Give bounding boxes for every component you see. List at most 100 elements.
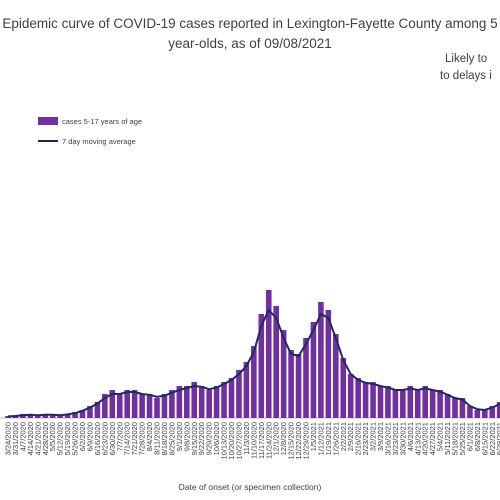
bar [437,390,443,418]
annotation: Likely to [445,53,487,65]
bar [35,416,41,418]
x-tick-label: 10/6/2020 [212,422,221,455]
x-tick-label: 1/12/2021 [316,422,325,455]
x-tick-label: 6/23/2020 [100,422,109,455]
x-tick-label: 4/6/2021 [406,422,415,451]
bar [370,382,376,418]
x-tick-label: 2/23/2021 [361,422,370,455]
x-tick-label: 2/2/2021 [339,422,348,451]
bar [265,290,272,418]
bar [42,414,49,418]
x-tick-label: 3/16/2021 [383,422,392,455]
chart-title: Epidemic curve of COVID-19 cases reporte… [2,16,497,31]
bar [444,394,451,418]
x-tick-label: 3/2/2021 [369,422,378,451]
bar [452,398,458,418]
bar [206,390,212,418]
x-tick-label: 11/24/2020 [264,422,273,459]
bar [385,386,391,418]
bar [154,398,160,418]
bar [243,362,250,418]
legend-label: 7 day moving average [62,137,136,146]
legend-label: cases 5-17 years of age [62,117,142,126]
x-tick-label: 1/5/2021 [309,422,318,451]
x-tick-label: 3/31/2020 [11,422,20,455]
bar [251,346,257,418]
x-tick-label: 5/26/2020 [71,422,80,455]
bar [258,314,265,418]
bar [467,406,473,418]
x-tick-label: 5/19/2020 [63,422,72,455]
x-tick-label: 8/4/2020 [145,422,154,451]
x-tick-label: 9/15/2020 [190,422,199,455]
x-tick-label: 11/17/2020 [257,422,266,459]
x-tick-label: 1/19/2021 [324,422,333,455]
x-tick-label: 6/16/2020 [93,422,102,455]
bar [407,386,414,418]
x-tick-label: 4/7/2020 [18,422,27,451]
x-tick-label: 5/25/2021 [458,422,467,455]
bar [221,382,227,418]
bar [146,394,153,418]
x-tick-label: 12/22/2020 [294,422,303,460]
x-tick-label: 5/18/2021 [451,422,460,455]
bar [347,374,354,418]
x-tick-label: 12/15/2020 [287,422,296,460]
bar [191,382,198,418]
bar [87,406,93,418]
x-tick-label: 4/21/2020 [33,422,42,455]
x-tick-label: 6/15/2021 [480,422,489,455]
bar [94,402,101,418]
bar [333,334,339,418]
x-tick-label: 1/26/2021 [331,422,340,455]
x-tick-label: 4/28/2020 [41,422,50,455]
x-tick-label: 6/9/2020 [85,422,94,451]
bar [422,386,428,418]
x-tick-label: 6/30/2020 [108,422,117,455]
x-axis-title: Date of onset (or specimen collection) [179,482,322,492]
bar [64,414,71,418]
bar [295,354,302,418]
x-tick-label: 2/16/2021 [354,422,363,455]
x-tick-label: 8/25/2020 [167,422,176,455]
bar [49,414,56,418]
x-tick-label: 6/22/2021 [488,422,497,455]
bar [57,416,63,418]
x-tick-label: 6/1/2021 [465,422,474,451]
bar [184,386,190,418]
x-tick-label: 2/9/2021 [346,422,355,451]
x-tick-label: 6/29/2021 [495,422,500,455]
x-tick-label: 3/9/2021 [376,422,385,451]
x-tick-label: 8/11/2020 [153,422,162,455]
bar [102,394,108,418]
x-tick-label: 7/7/2020 [115,422,124,451]
bar [392,390,399,418]
chart-title: year-olds, as of 09/08/2021 [168,36,332,51]
x-tick-label: 9/29/2020 [205,422,214,455]
bar [198,386,205,418]
x-tick-label: 3/23/2021 [391,422,400,455]
bar [400,390,406,418]
x-tick-label: 10/20/2020 [227,422,236,460]
x-tick-label: 5/12/2020 [56,422,65,455]
bar [280,330,287,418]
bar [310,322,317,418]
bar [362,382,369,418]
bar [176,386,183,418]
x-tick-label: 4/14/2020 [26,422,35,455]
bar [273,306,279,418]
x-tick-label: 9/8/2020 [182,422,191,451]
bar [5,416,11,418]
x-tick-label: 3/30/2021 [398,422,407,455]
x-tick-label: 5/4/2021 [436,422,445,451]
x-tick-label: 5/5/2020 [48,422,57,451]
x-tick-label: 5/11/2021 [443,422,452,455]
bar [288,350,294,418]
x-tick-label: 6/2/2020 [78,422,87,451]
x-tick-label: 7/28/2020 [138,422,147,455]
x-tick-label: 7/21/2020 [130,422,139,455]
bar [303,338,309,418]
bar [340,358,347,418]
x-tick-label: 11/3/2020 [242,422,251,455]
